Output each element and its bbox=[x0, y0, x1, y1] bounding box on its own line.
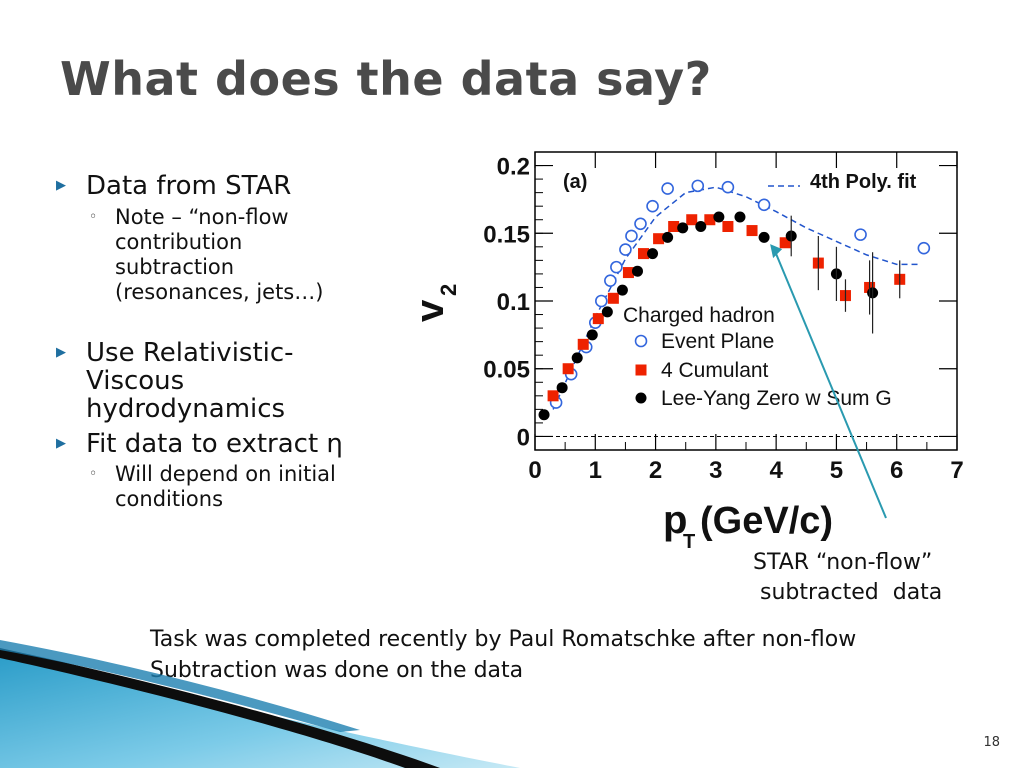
cumulant-point bbox=[622, 267, 634, 279]
sub-bullet-note: ◦ Note – “non-flow contribution subtract… bbox=[89, 205, 365, 305]
cumulant-point bbox=[547, 390, 559, 402]
y-tick-label: 0.2 bbox=[497, 154, 530, 181]
x-tick-label: 4 bbox=[769, 457, 783, 484]
lee-yang-point bbox=[647, 248, 659, 260]
sub-bullet-initial-conditions: ◦ Will depend on initial conditions bbox=[89, 462, 390, 512]
legend-series-label: Event Plane bbox=[661, 330, 774, 353]
footnote: Task was completed recently by Paul Roma… bbox=[150, 624, 856, 686]
footnote-line: Task was completed recently by Paul Roma… bbox=[150, 627, 857, 652]
event-plane-point bbox=[691, 179, 705, 193]
cumulant-point bbox=[722, 221, 734, 232]
legend-marker-open-circle bbox=[634, 334, 648, 348]
x-tick-label: 6 bbox=[890, 457, 903, 484]
cumulant-point bbox=[704, 214, 716, 226]
event-plane-point bbox=[757, 198, 771, 212]
legend-title: Charged hadron bbox=[623, 304, 775, 327]
event-plane-point bbox=[661, 182, 674, 195]
cumulant-point bbox=[653, 233, 665, 245]
y-tick-label: 0 bbox=[517, 424, 530, 451]
lee-yang-point bbox=[713, 211, 725, 223]
bullet-fit-data: ▶ Fit data to extract η bbox=[56, 429, 416, 459]
event-plane-point bbox=[595, 294, 608, 308]
y-axis-title: v bbox=[408, 299, 452, 322]
x-axis-title-unit: (GeV/c) bbox=[700, 500, 833, 542]
lee-yang-point bbox=[677, 222, 689, 234]
caption-line: subtracted data bbox=[753, 580, 943, 605]
x-axis-title: p bbox=[663, 498, 687, 542]
lee-yang-point bbox=[586, 329, 598, 341]
x-tick-label: 2 bbox=[649, 457, 662, 484]
lee-yang-point bbox=[556, 382, 568, 394]
bullet-text: Fit data to extract η bbox=[86, 429, 343, 459]
lee-yang-point bbox=[662, 231, 674, 243]
chart-caption: STAR “non-flow” subtracted data bbox=[753, 548, 942, 608]
fit-curve bbox=[552, 186, 921, 410]
bullet-use-hydrodynamics: ▶ Use Relativistic-Viscous hydrodynamics bbox=[56, 338, 346, 424]
cumulant-point bbox=[638, 248, 650, 260]
lee-yang-point bbox=[631, 265, 643, 277]
lee-yang-point bbox=[571, 352, 583, 364]
bullet-text: Data from STAR bbox=[86, 171, 292, 201]
event-plane-point bbox=[721, 180, 735, 194]
lee-yang-point bbox=[601, 306, 613, 318]
event-plane-point bbox=[604, 274, 617, 287]
event-plane-point bbox=[619, 243, 632, 256]
fit-legend-label: 4th Poly. fit bbox=[810, 171, 917, 193]
x-axis-title-subscript: T bbox=[683, 531, 695, 553]
y-tick-label: 0.15 bbox=[483, 221, 530, 248]
panel-label: (a) bbox=[563, 171, 587, 193]
legend-marker-filled-circle bbox=[635, 392, 647, 404]
annotation-arrow-line bbox=[773, 248, 887, 519]
y-tick-label: 0.05 bbox=[483, 357, 530, 384]
bullet-arrow-icon: ▶ bbox=[56, 436, 66, 451]
lee-yang-point bbox=[734, 211, 746, 223]
x-tick-label: 0 bbox=[528, 457, 541, 484]
sub-bullet-circle-icon: ◦ bbox=[89, 209, 98, 225]
bullet-arrow-icon: ▶ bbox=[56, 345, 66, 360]
lee-yang-point bbox=[695, 221, 707, 232]
event-plane-point bbox=[610, 260, 623, 274]
event-plane-point bbox=[854, 228, 867, 241]
lee-yang-point bbox=[758, 231, 770, 243]
legend-marker-square bbox=[635, 364, 647, 376]
legend-series-label: 4 Cumulant bbox=[661, 359, 769, 382]
lee-yang-point bbox=[538, 409, 550, 421]
x-tick-label: 5 bbox=[830, 457, 843, 484]
x-tick-label: 1 bbox=[589, 457, 602, 484]
cumulant-point bbox=[562, 363, 574, 375]
x-tick-label: 7 bbox=[950, 457, 963, 484]
x-tick-label: 3 bbox=[709, 457, 722, 484]
event-plane-point bbox=[646, 199, 659, 213]
bullet-arrow-icon: ▶ bbox=[56, 178, 66, 193]
cumulant-point bbox=[686, 214, 698, 226]
lee-yang-point bbox=[616, 284, 628, 296]
cumulant-point bbox=[668, 221, 680, 232]
caption-line: STAR “non-flow” bbox=[753, 550, 933, 575]
cumulant-point bbox=[577, 338, 589, 350]
event-plane-point bbox=[625, 229, 638, 243]
slide-title: What does the data say? bbox=[60, 52, 712, 106]
footnote-line: Subtraction was done on the data bbox=[150, 658, 524, 683]
bullet-data-from-star: ▶ Data from STAR bbox=[56, 171, 386, 201]
annotation-arrow-head bbox=[770, 244, 783, 259]
event-plane-point bbox=[917, 241, 931, 255]
cumulant-point bbox=[592, 313, 604, 325]
decorative-swoosh bbox=[0, 640, 520, 768]
legend-series-label: Lee-Yang Zero w Sum G bbox=[661, 387, 892, 410]
sub-bullet-text: Will depend on initial conditions bbox=[115, 462, 336, 511]
cumulant-point bbox=[607, 292, 619, 304]
y-tick-label: 0.1 bbox=[497, 289, 530, 316]
cumulant-point bbox=[779, 237, 791, 249]
page-number: 18 bbox=[983, 735, 1000, 750]
y-axis-title-subscript: 2 bbox=[436, 284, 461, 296]
sub-bullet-circle-icon: ◦ bbox=[89, 466, 98, 482]
event-plane-point bbox=[634, 217, 647, 231]
cumulant-point bbox=[746, 225, 758, 237]
sub-bullet-text: Note – “non-flow contribution subtractio… bbox=[115, 205, 324, 304]
bullet-text: Use Relativistic-Viscous hydrodynamics bbox=[86, 338, 294, 424]
